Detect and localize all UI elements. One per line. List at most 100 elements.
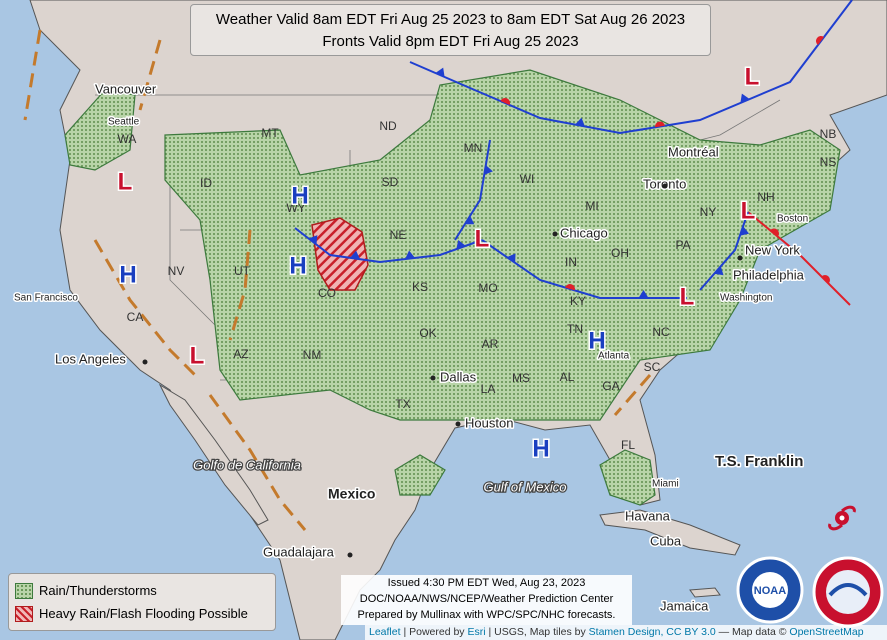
- city-label: San Francisco: [14, 293, 78, 304]
- pressure-center: H: [588, 327, 605, 354]
- city-label: Jamaica: [660, 598, 709, 613]
- map-header: Weather Valid 8am EDT Fri Aug 25 2023 to…: [190, 4, 711, 56]
- nws-logo: [812, 556, 884, 628]
- front-symbol: [435, 67, 445, 77]
- front-symbol: [350, 250, 360, 260]
- front-symbol: [821, 275, 830, 284]
- rain-area: [164, 69, 841, 421]
- country-label: Mexico: [328, 486, 375, 502]
- flash-flood-area: [311, 217, 369, 291]
- front-symbol: [506, 253, 516, 263]
- state-label: TN: [567, 322, 583, 336]
- attribution-link[interactable]: OpenStreetMap: [789, 626, 864, 638]
- front-line: [454, 139, 491, 241]
- attribution-link[interactable]: Esri: [467, 626, 486, 638]
- city-label: New York: [745, 242, 800, 257]
- front-symbol: [739, 226, 750, 236]
- city-label: Guadalajara: [263, 544, 335, 559]
- state-label: CA: [127, 310, 144, 324]
- legend: Rain/Thunderstorms Heavy Rain/Flash Floo…: [8, 573, 276, 631]
- city-dot: [142, 359, 148, 365]
- rain-area: [394, 454, 446, 496]
- pressure-center: L: [741, 197, 756, 224]
- city-label: Seattle: [108, 117, 140, 128]
- state-label: AL: [560, 370, 575, 384]
- state-label: SD: [382, 175, 399, 189]
- fronts: [294, 0, 853, 306]
- city-label: Dallas: [440, 369, 477, 384]
- attribution-link[interactable]: , CC BY 3.0: [660, 626, 716, 638]
- front-symbol: [575, 117, 585, 127]
- city-label: Atlanta: [598, 351, 630, 362]
- city-dot: [662, 183, 668, 189]
- state-label: UT: [234, 264, 251, 278]
- trough: [138, 39, 162, 111]
- state-label: NC: [652, 325, 670, 339]
- trough: [23, 29, 42, 121]
- front-symbol: [740, 93, 750, 103]
- pressure-center: H: [289, 252, 306, 279]
- city-label: Washington: [720, 293, 772, 304]
- city-dot: [347, 552, 353, 558]
- front-line: [294, 227, 483, 264]
- city-label: Chicago: [560, 225, 608, 240]
- pressure-center: L: [190, 342, 205, 369]
- state-label: NB: [820, 127, 837, 141]
- city-dot: [552, 231, 558, 237]
- front-line: [699, 211, 749, 291]
- city-label: Havana: [625, 508, 671, 523]
- front-symbol: [655, 121, 665, 128]
- state-label: NV: [168, 264, 185, 278]
- front-symbol: [500, 98, 510, 105]
- legend-label: Rain/Thunderstorms: [39, 583, 157, 598]
- attribution-link[interactable]: Stamen Design: [588, 626, 661, 638]
- state-label: NE: [390, 228, 407, 242]
- front-symbol: [638, 290, 649, 298]
- state-label: IN: [565, 255, 577, 269]
- city-label: Vancouver: [95, 81, 157, 96]
- city-label: Philadelphia: [733, 267, 805, 282]
- state-label: SC: [644, 360, 661, 374]
- legend-swatch: [15, 605, 33, 622]
- city-label: Boston: [777, 214, 808, 225]
- state-label: MT: [261, 126, 279, 140]
- legend-swatch: [15, 582, 33, 599]
- state-label: CO: [318, 286, 336, 300]
- state-label: ND: [379, 119, 397, 133]
- noaa-logo: NOAA: [736, 556, 804, 624]
- state-label: PA: [675, 238, 690, 252]
- pressure-center: L: [475, 225, 490, 252]
- attribution: Leaflet | Powered by Esri | USGS, Map ti…: [365, 625, 887, 640]
- state-label: MS: [512, 371, 530, 385]
- city-label: Los Angeles: [55, 351, 126, 366]
- water-label: Gulf of Mexico: [483, 479, 566, 494]
- city-label: Houston: [465, 415, 513, 430]
- attribution-text: | Powered by: [403, 626, 465, 638]
- pressure-center: H: [291, 182, 308, 209]
- issued-line: DOC/NOAA/NWS/NCEP/Weather Prediction Cen…: [359, 593, 614, 605]
- state-label: WI: [520, 172, 535, 186]
- city-dot: [737, 255, 743, 261]
- pressure-center: L: [745, 63, 760, 90]
- state-label: TX: [395, 397, 410, 411]
- legend-label: Heavy Rain/Flash Flooding Possible: [39, 606, 248, 621]
- city-dot: [430, 375, 436, 381]
- issued-line: Issued 4:30 PM EDT Wed, Aug 23, 2023: [387, 577, 586, 589]
- baja-peninsula: [158, 383, 269, 526]
- hurricane-symbol: [828, 505, 856, 531]
- storm-label: T.S. Franklin: [715, 453, 803, 470]
- front-symbol: [484, 165, 493, 175]
- pressure-center: L: [118, 168, 133, 195]
- attribution-text: | USGS, Map tiles by: [488, 626, 586, 638]
- water-label: Golfo de California: [193, 457, 301, 472]
- attribution-link[interactable]: Leaflet: [369, 626, 401, 638]
- legend-item: Rain/Thunderstorms: [15, 579, 269, 602]
- front-line: [747, 211, 851, 306]
- legend-item: Heavy Rain/Flash Flooding Possible: [15, 602, 269, 625]
- trough: [613, 374, 652, 416]
- city-label: Miami: [652, 479, 679, 490]
- city-label: Cuba: [650, 533, 682, 548]
- issued-line: Prepared by Mullinax with WPC/SPC/NHC fo…: [357, 609, 616, 621]
